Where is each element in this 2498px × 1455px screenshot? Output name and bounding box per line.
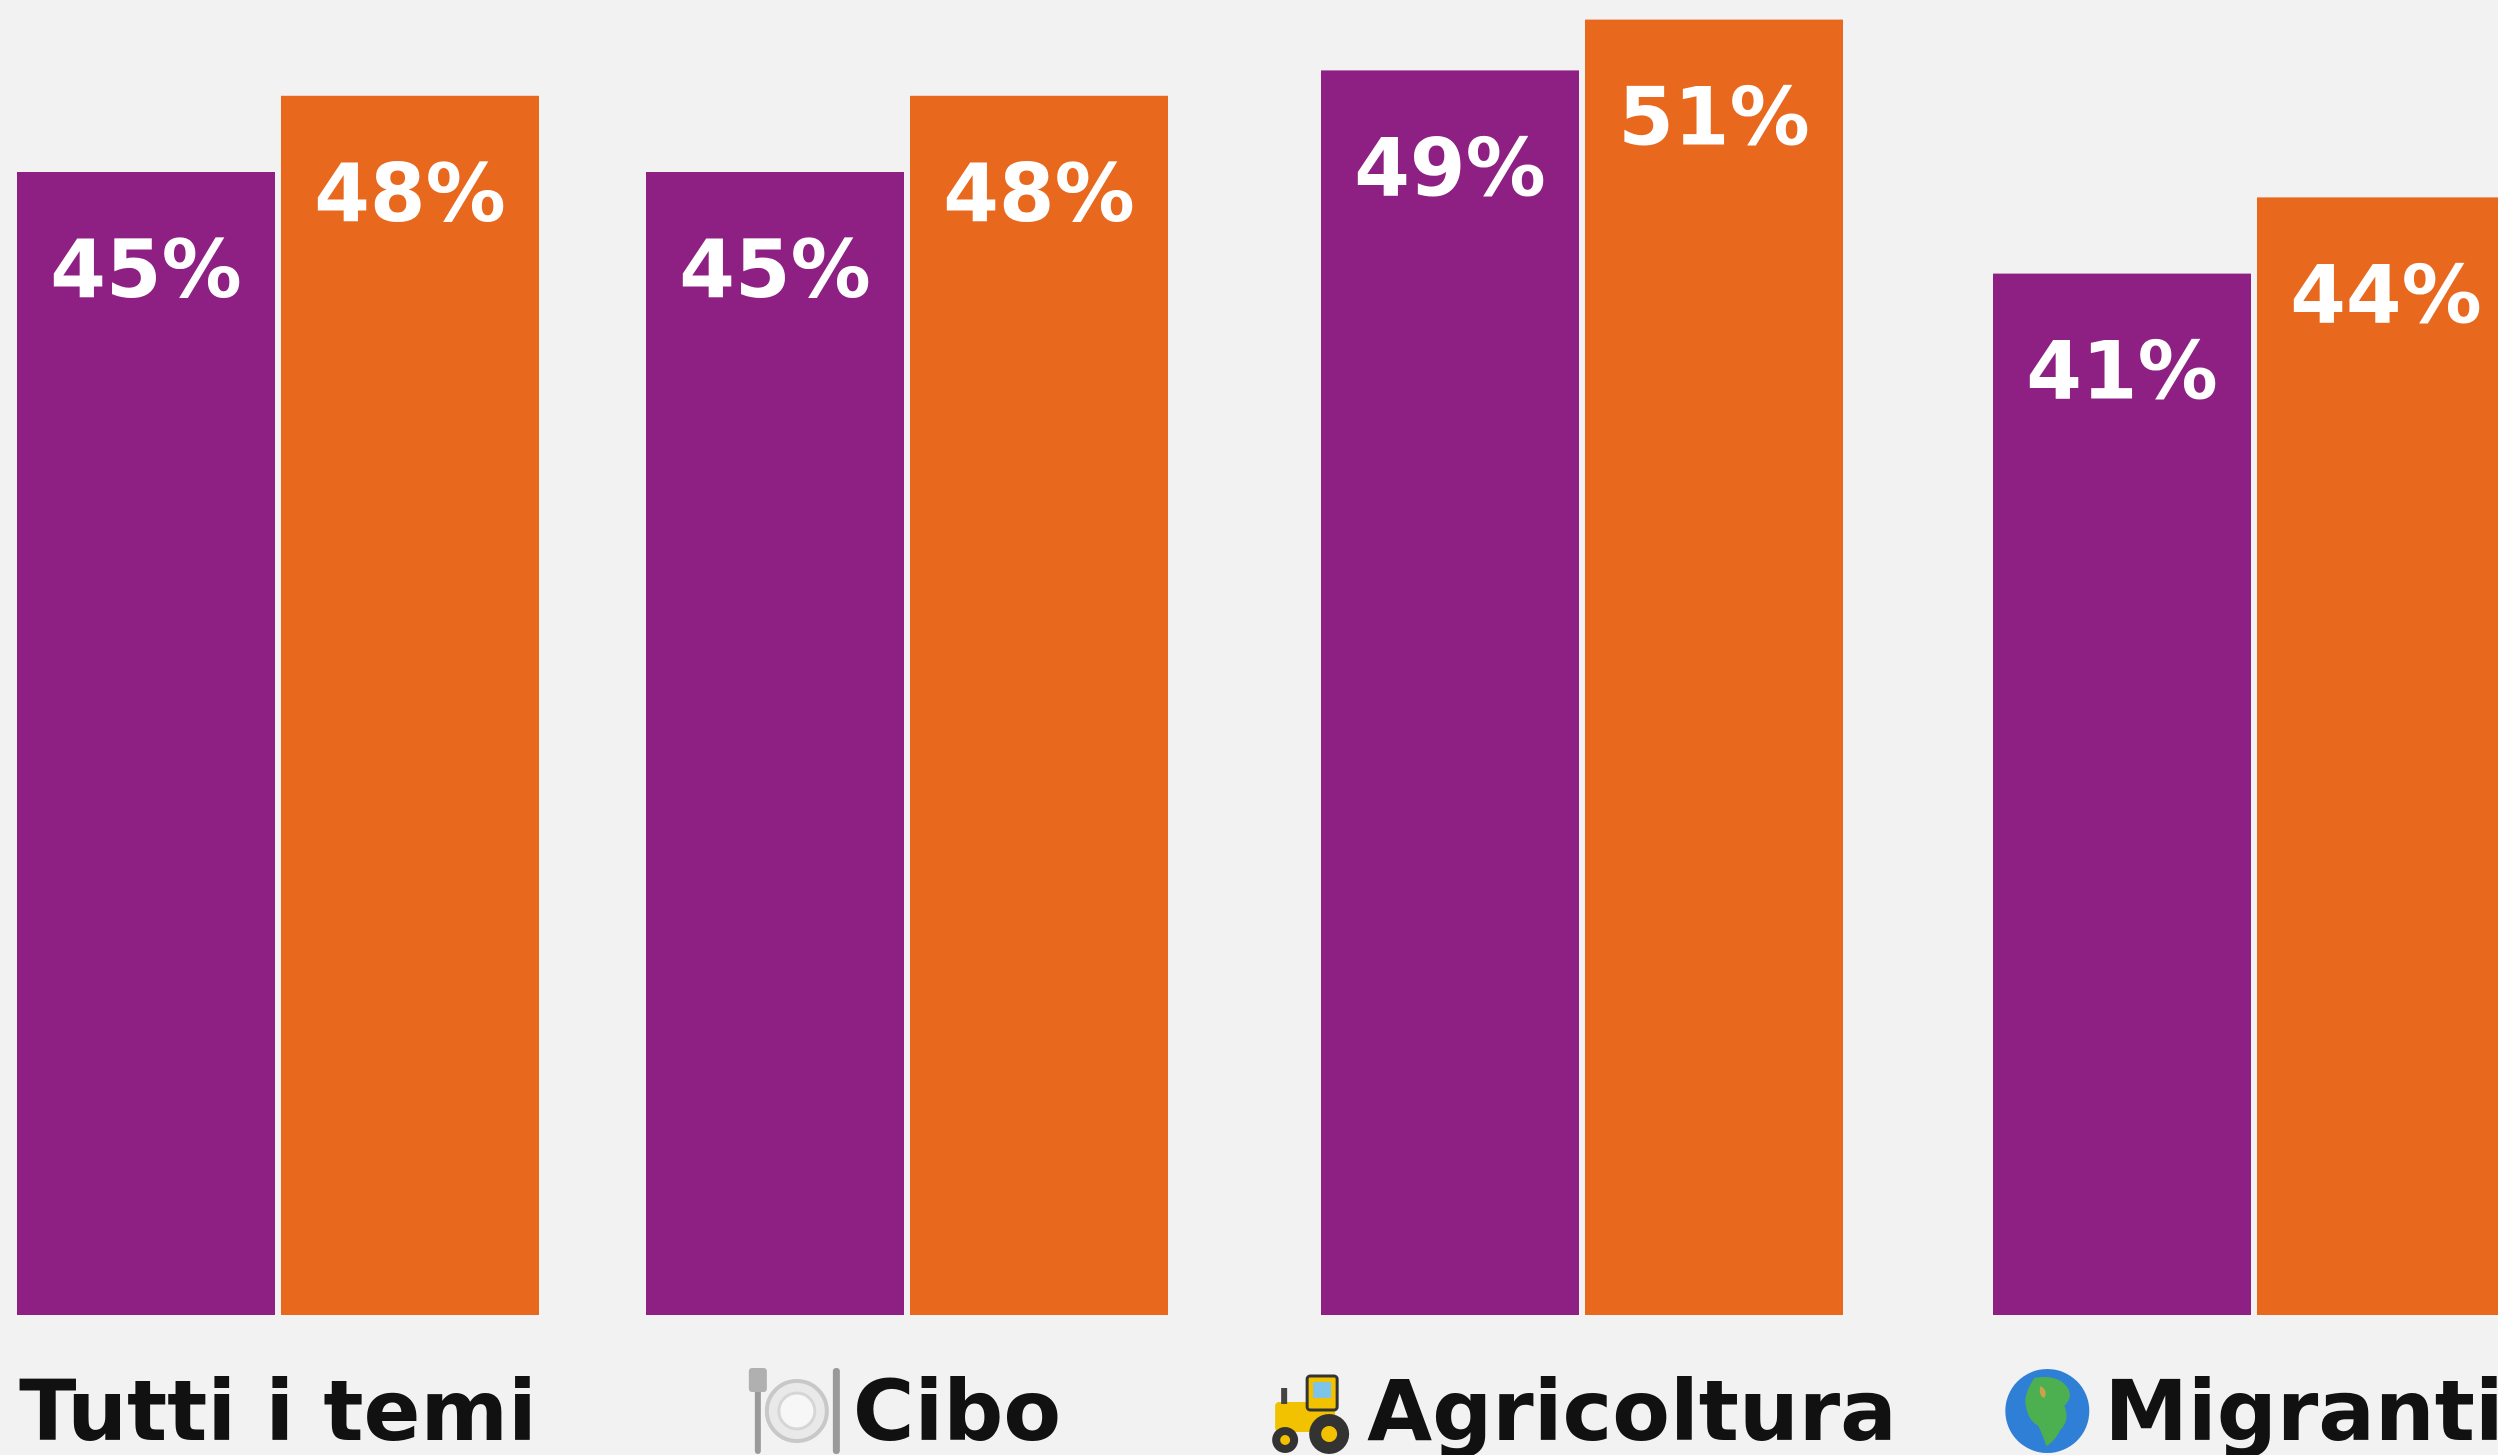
category-label-group: Tutti i temi <box>19 1362 537 1455</box>
bar-group: 45% 48% <box>646 95 1168 1315</box>
bar-group: 41% 44% <box>1993 197 2498 1316</box>
bar <box>17 172 275 1315</box>
bar-value-label: 48% <box>314 147 505 240</box>
category-label-group: Migranti <box>2005 1362 2498 1455</box>
bar <box>646 172 904 1315</box>
category-label-group: Agricoltura <box>1272 1362 1897 1455</box>
bar-value-label: 48% <box>943 147 1134 240</box>
globe-africa-icon <box>2005 1369 2090 1453</box>
bar-value-label: 45% <box>679 223 870 316</box>
bar-group: 49% 51% <box>1321 19 1843 1316</box>
category-label-group: Cibo <box>748 1362 1061 1455</box>
tractor-icon <box>1272 1374 1350 1454</box>
bar <box>281 95 539 1315</box>
fork-and-knife-with-plate-icon <box>748 1368 840 1454</box>
category-label: Tutti i temi <box>19 1362 537 1455</box>
bar-value-label: 41% <box>2026 325 2217 418</box>
bar-value-label: 44% <box>2290 248 2481 341</box>
category-label: Agricoltura <box>1367 1362 1897 1455</box>
category-label: Cibo <box>853 1362 1061 1455</box>
bar <box>1993 273 2251 1316</box>
bar-group: 45% 48% <box>17 95 539 1315</box>
bar-value-label: 45% <box>50 223 241 316</box>
bar-value-label: 49% <box>1354 121 1545 214</box>
bar <box>1321 70 1579 1315</box>
bar <box>1585 19 1843 1316</box>
category-label: Migranti <box>2104 1362 2498 1455</box>
bar-value-label: 51% <box>1618 71 1809 164</box>
bar <box>2257 197 2498 1315</box>
bar <box>910 95 1168 1315</box>
